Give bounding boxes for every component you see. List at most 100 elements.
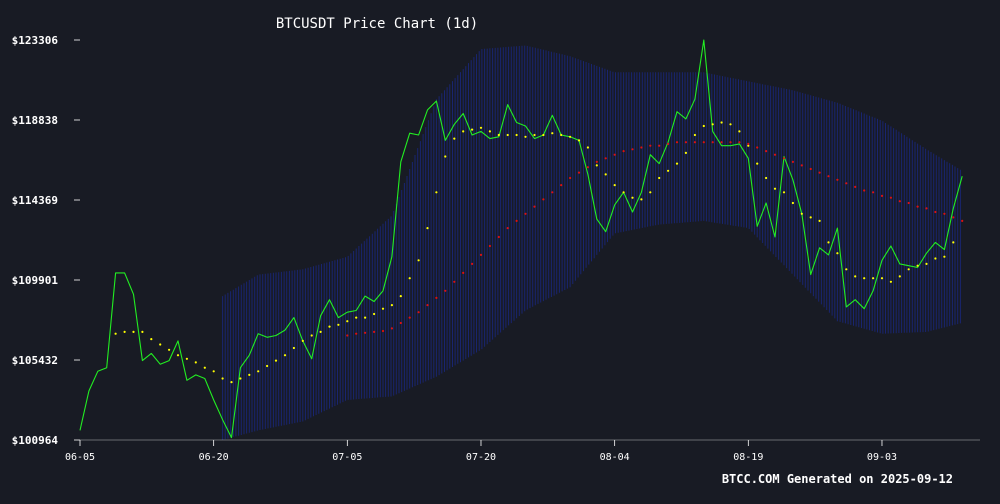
long-ma-point bbox=[408, 316, 411, 319]
short-ma-point bbox=[515, 133, 518, 137]
short-ma-point bbox=[684, 151, 688, 154]
axes: $123306 $118838 $114369 $109901 $105432 $1009… bbox=[12, 34, 980, 463]
long-ma-point bbox=[622, 150, 625, 153]
short-ma-point bbox=[488, 130, 491, 133]
short-ma-point bbox=[693, 133, 697, 137]
short-ma-point bbox=[373, 312, 376, 316]
long-ma-point bbox=[747, 142, 750, 145]
short-ma-point bbox=[827, 241, 830, 244]
short-ma-point bbox=[221, 377, 224, 380]
long-ma-point bbox=[346, 334, 349, 337]
y-tick-label: $118838 bbox=[12, 114, 58, 127]
short-ma-point bbox=[462, 130, 465, 133]
long-ma-point bbox=[756, 146, 759, 149]
short-ma-point bbox=[934, 257, 937, 260]
long-ma-point bbox=[898, 200, 901, 203]
x-tick-label: 06-05 bbox=[65, 452, 95, 463]
long-ma-point bbox=[426, 304, 429, 307]
short-ma-point bbox=[168, 348, 171, 351]
short-ma-point bbox=[346, 320, 349, 323]
chart-title: BTCUSDT Price Chart (1d) bbox=[276, 16, 478, 32]
long-ma-point bbox=[836, 178, 839, 181]
long-ma-point bbox=[845, 182, 848, 185]
short-ma-point bbox=[319, 330, 322, 333]
long-ma-point bbox=[684, 141, 688, 144]
long-ma-point bbox=[658, 144, 661, 147]
long-ma-point bbox=[729, 141, 732, 144]
long-ma-point bbox=[934, 210, 937, 214]
short-ma-point bbox=[595, 164, 598, 167]
long-ma-point bbox=[863, 189, 866, 192]
short-ma-point bbox=[551, 132, 554, 135]
long-ma-point bbox=[631, 148, 634, 151]
short-ma-point bbox=[230, 381, 233, 384]
short-ma-point bbox=[854, 275, 857, 278]
long-ma-point bbox=[390, 327, 393, 330]
long-ma-point bbox=[943, 212, 946, 215]
short-ma-point bbox=[845, 268, 848, 271]
series-layer bbox=[79, 39, 964, 439]
short-ma-point bbox=[898, 275, 901, 278]
long-ma-point bbox=[577, 171, 581, 174]
long-ma-point bbox=[560, 184, 563, 187]
long-ma-point bbox=[595, 160, 598, 163]
long-ma-point bbox=[809, 167, 812, 171]
long-ma-point bbox=[453, 280, 456, 283]
short-ma-point bbox=[880, 277, 884, 280]
short-ma-point bbox=[818, 219, 821, 222]
short-ma-point bbox=[257, 370, 260, 373]
long-ma-point bbox=[497, 235, 500, 239]
short-ma-point bbox=[889, 280, 893, 283]
long-ma-point bbox=[444, 289, 447, 292]
short-ma-point bbox=[479, 126, 483, 129]
long-ma-point bbox=[542, 198, 545, 201]
short-ma-point bbox=[782, 191, 786, 194]
short-ma-point bbox=[542, 133, 545, 137]
long-ma-point bbox=[800, 164, 803, 167]
long-ma-point bbox=[506, 227, 509, 230]
short-ma-point bbox=[194, 361, 197, 364]
short-ma-point bbox=[381, 307, 385, 310]
short-ma-point bbox=[364, 316, 367, 319]
short-ma-point bbox=[604, 173, 607, 176]
price-line bbox=[79, 39, 963, 439]
long-ma-point bbox=[586, 166, 590, 169]
short-ma-point bbox=[809, 216, 812, 219]
long-ma-point bbox=[720, 141, 723, 144]
short-ma-point bbox=[622, 191, 625, 194]
short-ma-point bbox=[266, 364, 269, 368]
long-ma-point bbox=[738, 141, 741, 144]
x-tick-label: 08-19 bbox=[733, 452, 763, 463]
short-ma-point bbox=[337, 323, 340, 326]
long-ma-point bbox=[818, 171, 821, 174]
short-ma-point bbox=[765, 176, 768, 180]
y-tick-label: $105432 bbox=[12, 354, 58, 367]
long-ma-point bbox=[907, 201, 910, 205]
x-tick-label: 07-20 bbox=[466, 452, 496, 463]
short-ma-point bbox=[497, 133, 500, 137]
short-ma-point bbox=[506, 133, 509, 137]
long-ma-point bbox=[533, 205, 536, 208]
short-ma-point bbox=[141, 330, 144, 333]
short-ma-point bbox=[390, 304, 393, 307]
long-ma-point bbox=[373, 330, 376, 333]
short-ma-point bbox=[613, 184, 616, 187]
x-tick-label: 06-20 bbox=[199, 452, 229, 463]
short-ma-point bbox=[355, 316, 358, 319]
y-tick-label: $114369 bbox=[12, 194, 58, 207]
short-ma-point bbox=[711, 123, 714, 126]
short-ma-point bbox=[872, 277, 875, 280]
short-ma-point bbox=[301, 339, 304, 342]
short-ma-point bbox=[560, 133, 563, 137]
short-ma-point bbox=[203, 366, 206, 369]
short-ma-point bbox=[274, 359, 278, 362]
short-ma-point bbox=[675, 162, 679, 165]
short-ma-point bbox=[123, 330, 126, 333]
long-ma-point bbox=[791, 160, 795, 163]
short-ma-point bbox=[925, 262, 928, 265]
short-ma-point bbox=[310, 334, 313, 337]
long-ma-point bbox=[399, 321, 402, 325]
short-ma-point bbox=[577, 139, 581, 142]
